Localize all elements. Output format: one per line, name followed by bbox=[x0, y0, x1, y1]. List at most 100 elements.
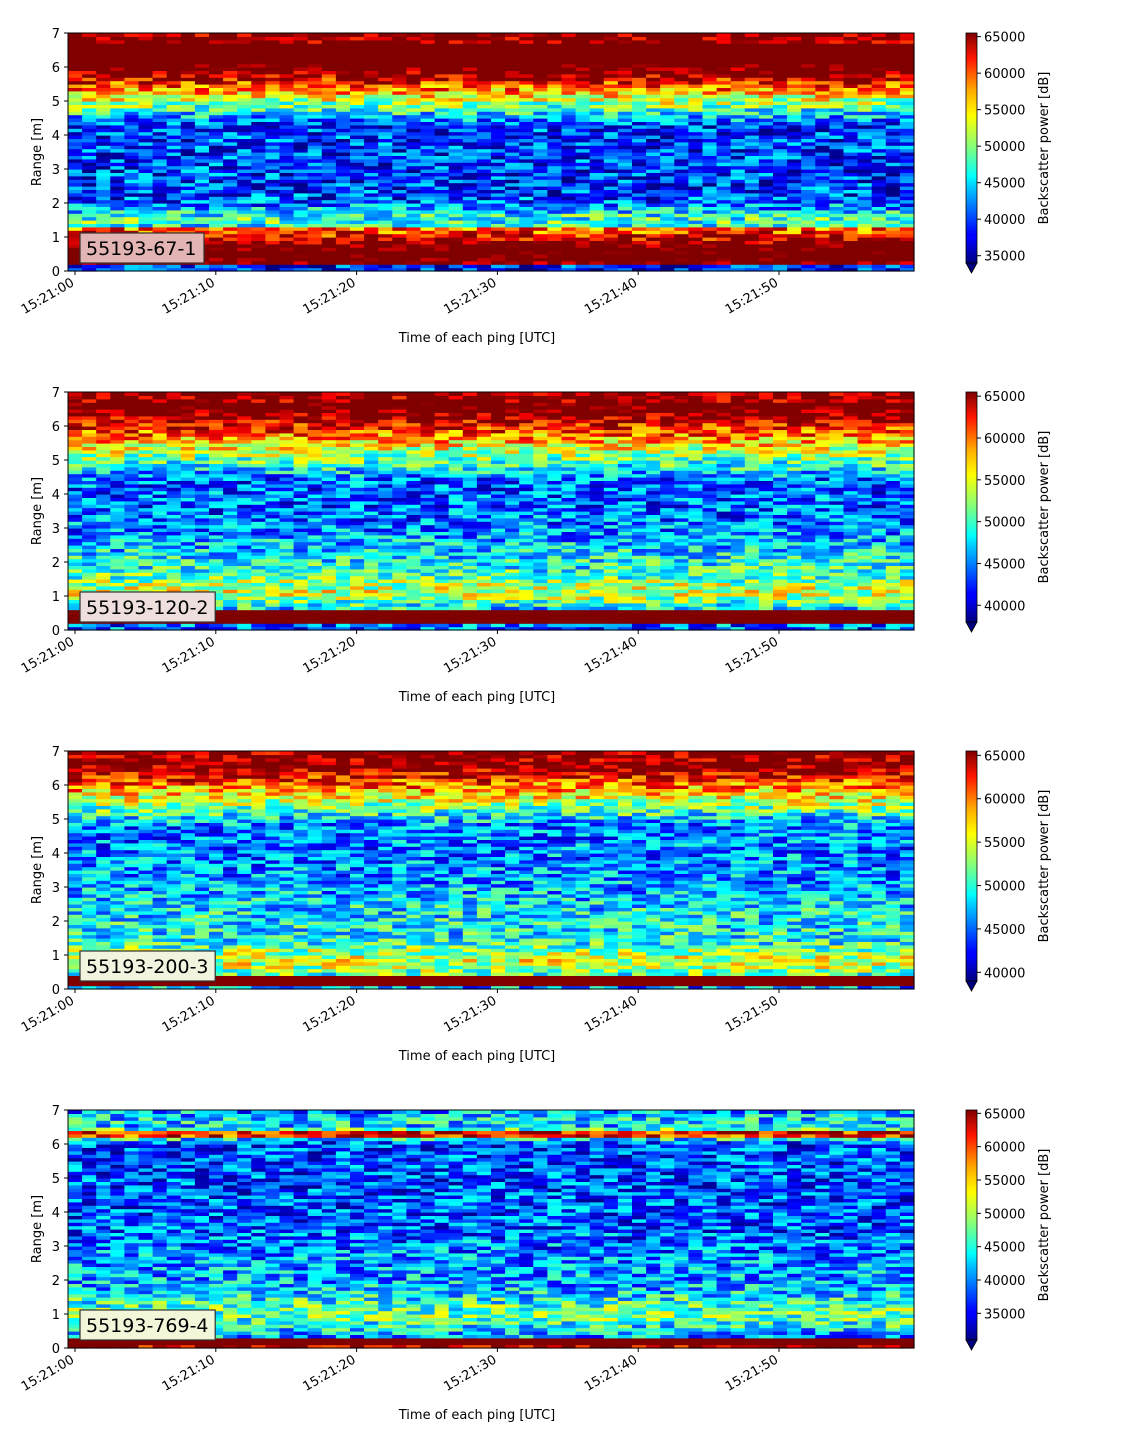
heatmap-cell bbox=[406, 90, 422, 95]
heatmap-cell bbox=[166, 534, 182, 539]
heatmap-cell bbox=[124, 517, 140, 522]
heatmap-cell bbox=[688, 209, 704, 214]
heatmap-cell bbox=[364, 67, 379, 71]
heatmap-cell bbox=[589, 50, 605, 54]
heatmap-cell bbox=[110, 90, 125, 95]
heatmap-cell bbox=[293, 111, 309, 116]
heatmap-cell bbox=[674, 84, 689, 88]
heatmap-cell bbox=[307, 128, 323, 133]
heatmap-cell bbox=[829, 172, 845, 177]
heatmap-cell bbox=[194, 67, 210, 71]
heatmap-cell bbox=[561, 118, 577, 122]
heatmap-cell bbox=[321, 63, 337, 68]
heatmap-cell bbox=[617, 63, 633, 68]
heatmap-cell bbox=[209, 138, 224, 143]
heatmap-cell bbox=[335, 220, 351, 224]
heatmap-cell bbox=[138, 53, 154, 58]
heatmap-cell bbox=[462, 250, 478, 255]
heatmap-cell bbox=[434, 257, 450, 262]
heatmap-cell bbox=[420, 39, 436, 44]
heatmap-cell bbox=[350, 131, 365, 136]
heatmap-cell bbox=[476, 169, 492, 173]
heatmap-cell bbox=[547, 196, 563, 201]
heatmap-cell bbox=[364, 80, 379, 85]
heatmap-cell bbox=[251, 56, 266, 61]
heatmap-cell bbox=[138, 480, 154, 485]
heatmap-cell bbox=[180, 426, 196, 430]
heatmap-cell bbox=[265, 155, 281, 160]
heatmap-cell bbox=[434, 90, 450, 95]
heatmap-cell bbox=[561, 158, 577, 163]
heatmap-cell bbox=[688, 121, 704, 126]
heatmap-cell bbox=[364, 203, 379, 207]
heatmap-cell bbox=[688, 131, 704, 136]
heatmap-cell bbox=[660, 165, 675, 170]
heatmap-cell bbox=[68, 43, 83, 48]
heatmap-cell bbox=[110, 169, 125, 173]
heatmap-cell bbox=[533, 165, 548, 170]
heatmap-cell bbox=[307, 186, 323, 190]
heatmap-cell bbox=[603, 39, 619, 44]
heatmap-cell bbox=[82, 419, 97, 424]
heatmap-cell bbox=[251, 203, 266, 207]
heatmap-cell bbox=[406, 124, 422, 129]
heatmap-cell bbox=[293, 158, 309, 163]
heatmap-cell bbox=[138, 429, 154, 434]
heatmap-cell bbox=[180, 585, 196, 590]
heatmap-cell bbox=[857, 43, 873, 48]
heatmap-cell bbox=[392, 179, 407, 184]
heatmap-cell bbox=[335, 121, 351, 126]
heatmap-cell bbox=[335, 237, 351, 241]
heatmap-cell bbox=[68, 562, 83, 566]
heatmap-cell bbox=[335, 124, 351, 129]
heatmap-cell bbox=[758, 63, 774, 68]
heatmap-cell bbox=[335, 135, 351, 139]
heatmap-cell bbox=[716, 243, 732, 248]
heatmap-cell bbox=[265, 107, 281, 112]
heatmap-cell bbox=[293, 60, 309, 65]
heatmap-cell bbox=[815, 172, 830, 177]
heatmap-cell bbox=[491, 162, 506, 167]
heatmap-cell bbox=[533, 206, 548, 211]
heatmap-cell bbox=[632, 60, 647, 65]
heatmap-cell bbox=[152, 97, 168, 102]
heatmap-cell bbox=[547, 111, 563, 116]
heatmap-cell bbox=[124, 449, 140, 454]
heatmap-cell bbox=[209, 50, 224, 54]
heatmap-cell bbox=[575, 118, 591, 122]
heatmap-cell bbox=[68, 39, 83, 44]
heatmap-cell bbox=[138, 473, 154, 478]
heatmap-cell bbox=[646, 240, 661, 245]
heatmap-cell bbox=[829, 97, 845, 102]
heatmap-cell bbox=[519, 70, 534, 75]
heatmap-cell bbox=[448, 203, 464, 207]
heatmap-cell bbox=[237, 199, 252, 204]
heatmap-cell bbox=[237, 233, 252, 238]
heatmap-cell bbox=[194, 206, 210, 211]
heatmap-cell bbox=[617, 264, 633, 269]
heatmap-cell bbox=[758, 148, 774, 153]
heatmap-cell bbox=[110, 138, 125, 143]
heatmap-cell bbox=[899, 124, 915, 129]
heatmap-cell bbox=[462, 46, 478, 51]
heatmap-cell bbox=[702, 158, 718, 163]
heatmap-cell bbox=[124, 152, 140, 156]
heatmap-cell bbox=[773, 209, 788, 214]
heatmap-cell bbox=[730, 148, 746, 153]
heatmap-cell bbox=[448, 209, 464, 214]
heatmap-cell bbox=[152, 507, 168, 512]
heatmap-cell bbox=[152, 398, 168, 403]
heatmap-cell bbox=[96, 128, 111, 133]
heatmap-cell bbox=[251, 33, 266, 37]
heatmap-cell bbox=[279, 213, 295, 218]
heatmap-cell bbox=[279, 250, 295, 255]
heatmap-cell bbox=[885, 240, 901, 245]
heatmap-cell bbox=[82, 453, 97, 458]
heatmap-cell bbox=[82, 213, 97, 218]
heatmap-cell bbox=[392, 114, 407, 119]
heatmap-cell bbox=[307, 84, 323, 88]
heatmap-cell bbox=[857, 165, 873, 170]
heatmap-cell bbox=[787, 73, 802, 78]
heatmap-cell bbox=[152, 186, 168, 190]
heatmap-cell bbox=[829, 73, 845, 78]
